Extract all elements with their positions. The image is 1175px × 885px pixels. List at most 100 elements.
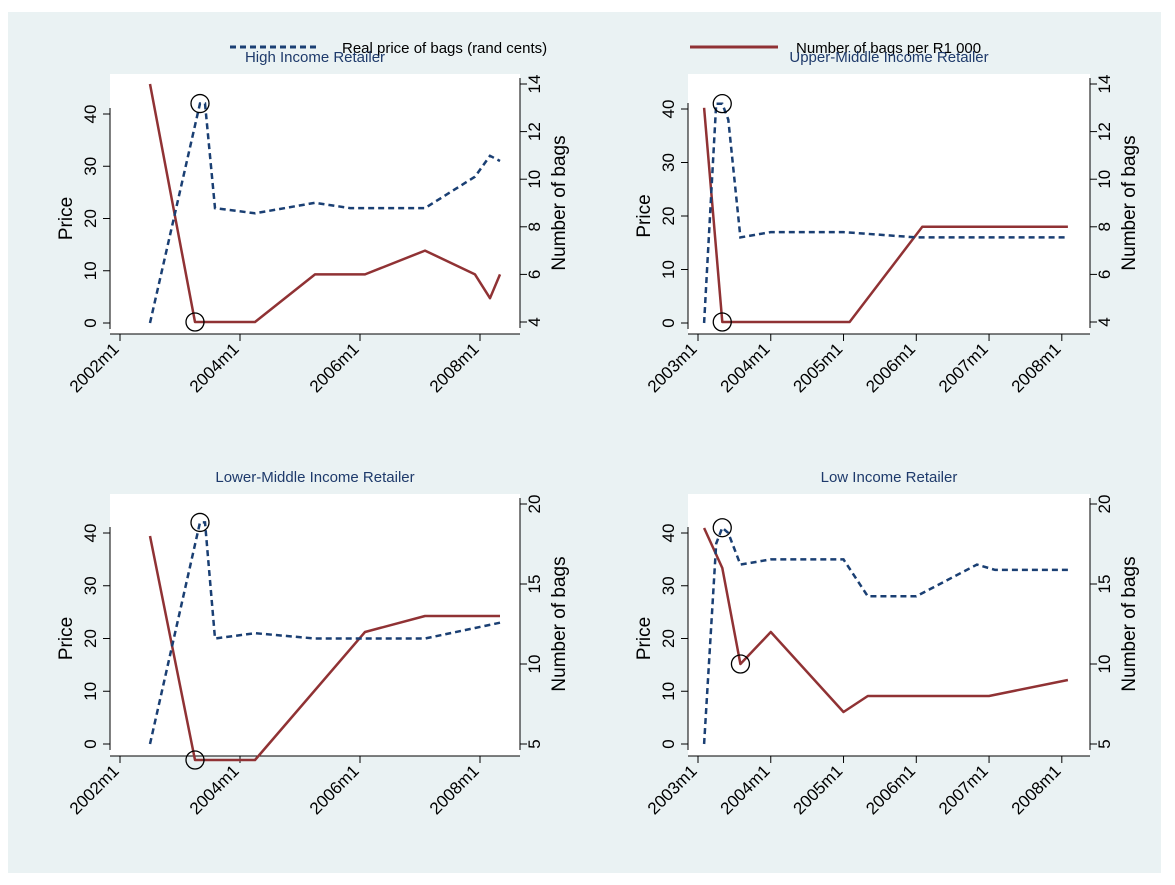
y2-tick-label: 8 [525,222,544,231]
y-tick-label: 40 [81,105,100,124]
y2-tick-label: 10 [525,655,544,674]
x-tick-label: 2006m1 [862,761,919,818]
x-tick-label: 2008m1 [426,761,483,818]
highlight-marker [712,312,732,332]
y-tick-label: 0 [81,739,100,748]
y2-tick-label: 20 [1095,495,1114,514]
y-tick-label: 30 [659,153,678,172]
y-tick-label: 10 [81,261,100,280]
price-series-line [702,102,1068,324]
y-tick-label: 20 [659,629,678,648]
x-tick-label: 2006m1 [306,761,363,818]
y-tick-label: 40 [81,524,100,543]
highlight-marker [712,94,732,114]
x-tick-label: 2006m1 [862,339,919,396]
x-tick-label: 2002m1 [66,761,123,818]
highlight-marker [712,518,732,538]
x-tick-label: 2005m1 [789,761,846,818]
x-tick-label: 2005m1 [789,339,846,396]
y-tick-label: 20 [659,207,678,226]
y-axis-title: Price [634,617,655,660]
y-tick-label: 40 [659,524,678,543]
y-axis-title: Price [634,194,655,237]
x-tick-label: 2008m1 [1008,761,1065,818]
panel-title: Lower-Middle Income Retailer [215,469,414,486]
y2-tick-label: 6 [1095,270,1114,279]
x-tick-label: 2008m1 [426,339,483,396]
y2-tick-label: 5 [525,739,544,748]
y-axis-title: Price [56,617,77,660]
panel-title: Low Income Retailer [821,469,958,486]
y-tick-label: 20 [81,209,100,228]
bags-series-line [702,527,1069,714]
y-tick-label: 30 [81,157,100,176]
legend: Real price of bags (rand cents) Number o… [230,40,981,57]
y-tick-label: 10 [659,682,678,701]
panel-1: High Income Retailer 0 10 20 30 40 Price 4 6 8 10 1… [56,49,570,396]
y-tick-label: 0 [659,739,678,748]
y-tick-label: 0 [81,318,100,327]
plot-area [688,74,1090,334]
bags-series-line [148,535,500,762]
y2-tick-label: 12 [1095,122,1114,141]
x-tick-label: 2003m1 [644,761,701,818]
y2-tick-label: 12 [525,122,544,141]
x-tick-label: 2004m1 [717,761,774,818]
y-tick-label: 10 [81,682,100,701]
price-series-line [702,525,1068,745]
y2-axis-title: Number of bags [1119,135,1140,270]
y-tick-label: 10 [659,260,678,279]
price-series-line [148,102,501,324]
y2-axis-title: Number of bags [1119,556,1140,691]
plot-area [688,494,1090,756]
y-tick-label: 20 [81,629,100,648]
panel-3: Lower-Middle Income Retailer 0 10 20 30 40 Pri… [56,469,570,818]
highlight-marker [190,93,210,114]
legend-price-label: Real price of bags (rand cents) [342,40,547,57]
y-tick-label: 40 [659,100,678,119]
highlight-marker [185,750,205,770]
bags-series-line [702,107,1068,324]
panel-title: Upper-Middle Income Retailer [789,49,988,66]
x-tick-label: 2004m1 [717,339,774,396]
x-tick-label: 2007m1 [935,761,992,818]
highlight-marker [190,512,210,533]
x-tick-label: 2002m1 [66,339,123,396]
y2-tick-label: 14 [1095,75,1114,94]
y2-tick-label: 15 [1095,575,1114,594]
y2-tick-label: 5 [1095,739,1114,748]
x-tick-label: 2003m1 [644,339,701,396]
chart-canvas: Real price of bags (rand cents) Number o… [56,40,1140,818]
x-tick-label: 2008m1 [1008,339,1065,396]
price-series-line [148,521,501,745]
highlight-marker [730,654,751,674]
x-tick-label: 2004m1 [186,761,243,818]
y2-tick-label: 8 [1095,222,1114,231]
y2-tick-label: 10 [1095,655,1114,674]
bags-series-line [148,83,502,324]
y2-axis-title: Number of bags [549,135,570,270]
y2-tick-label: 6 [525,270,544,279]
y-tick-label: 30 [659,576,678,595]
y-axis-title: Price [56,197,77,240]
x-tick-label: 2007m1 [935,339,992,396]
y2-tick-label: 4 [1095,317,1114,326]
legend-bags-label: Number of bags per R1 000 [796,40,981,57]
y-tick-label: 30 [81,576,100,595]
plot-area [110,494,520,756]
y2-tick-label: 14 [525,75,544,94]
x-tick-label: 2006m1 [306,339,363,396]
highlight-marker [185,312,205,332]
y2-tick-label: 15 [525,575,544,594]
figure: Real price of bags (rand cents) Number o… [8,12,1161,873]
panel-2: Upper-Middle Income Retailer 0 10 20 30 40 Pri… [634,49,1140,396]
y2-tick-label: 10 [1095,170,1114,189]
y2-axis-title: Number of bags [549,556,570,691]
y2-tick-label: 10 [525,170,544,189]
panel-4: Low Income Retailer 0 10 20 30 40 Price 5 10 15 20… [634,469,1140,818]
y-tick-label: 0 [659,318,678,327]
y2-tick-label: 20 [525,495,544,514]
x-tick-label: 2004m1 [186,339,243,396]
panel-title: High Income Retailer [245,49,385,66]
y2-tick-label: 4 [525,317,544,326]
